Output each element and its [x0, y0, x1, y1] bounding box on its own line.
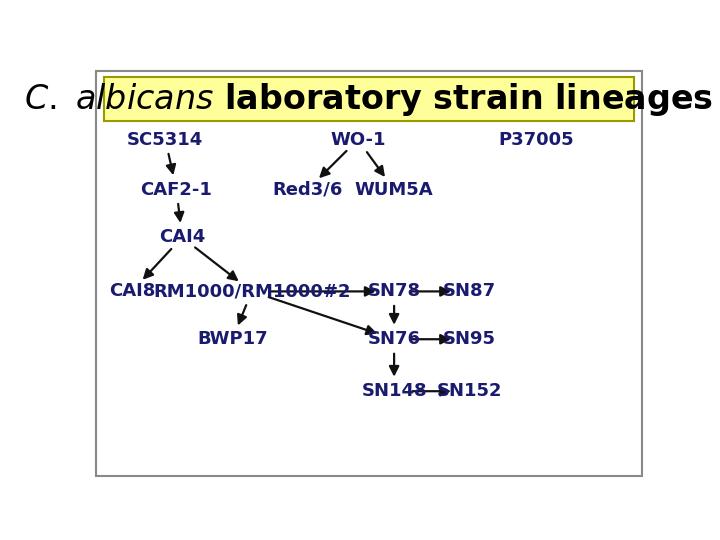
- Text: SN148: SN148: [361, 382, 427, 400]
- Text: BWP17: BWP17: [197, 330, 268, 348]
- Text: WUM5A: WUM5A: [355, 180, 433, 199]
- Text: SN152: SN152: [437, 382, 502, 400]
- Text: SN76: SN76: [368, 330, 420, 348]
- Bar: [104, 77, 634, 121]
- Text: SN87: SN87: [443, 282, 496, 300]
- Text: SC5314: SC5314: [127, 131, 204, 149]
- Text: $\mathit{C.\ albicans}$ laboratory strain lineages: $\mathit{C.\ albicans}$ laboratory strai…: [24, 81, 714, 118]
- Text: CAF2-1: CAF2-1: [140, 180, 212, 199]
- Text: SN95: SN95: [443, 330, 496, 348]
- Text: CAI8: CAI8: [109, 282, 155, 300]
- Text: Red3/6: Red3/6: [272, 180, 343, 199]
- Text: CAI4: CAI4: [159, 228, 205, 246]
- Text: P37005: P37005: [498, 131, 575, 149]
- Text: WO-1: WO-1: [330, 131, 386, 149]
- Text: RM1000/RM1000#2: RM1000/RM1000#2: [153, 282, 351, 300]
- Text: SN78: SN78: [367, 282, 420, 300]
